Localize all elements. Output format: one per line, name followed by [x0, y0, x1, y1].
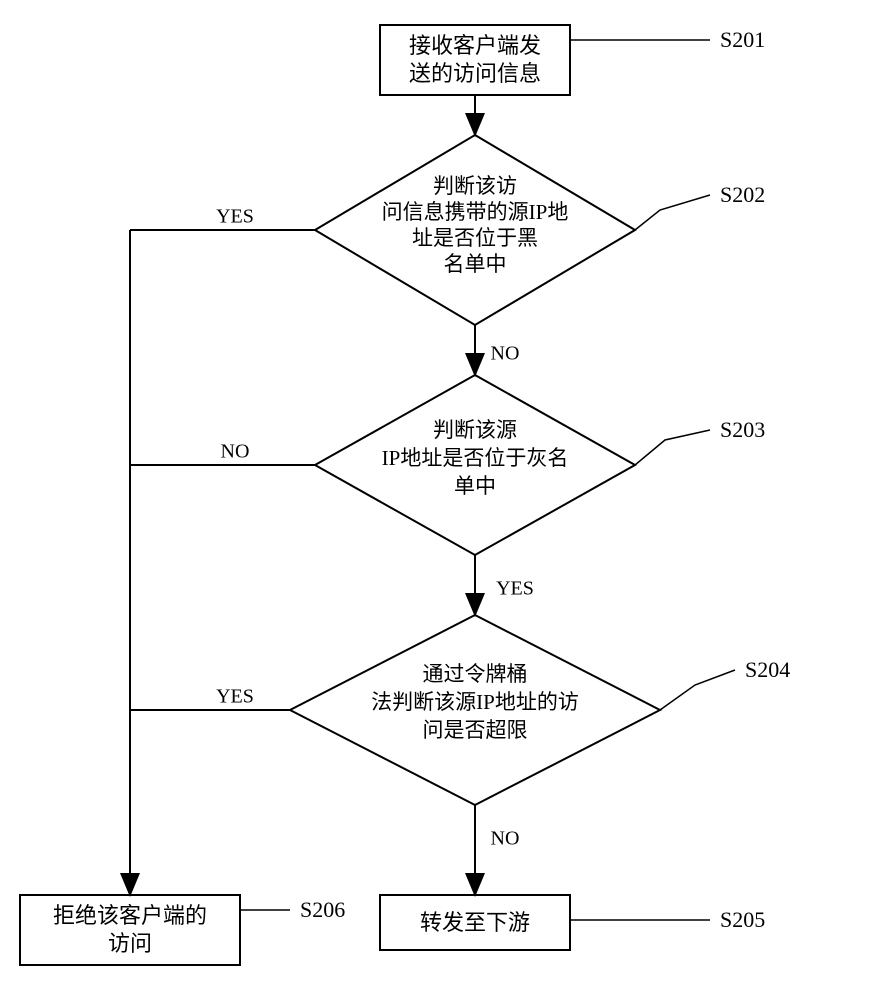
- node-s202: 判断该访 问信息携带的源IP地 址是否位于黑 名单中: [315, 135, 635, 325]
- node-s201-line1: 接收客户端发: [409, 33, 541, 58]
- step-label-s206: S206: [300, 897, 345, 922]
- edge-s204-yes-label: YES: [216, 686, 254, 708]
- step-label-s205: S205: [720, 907, 765, 932]
- node-s204-line1: 通过令牌桶: [423, 662, 528, 686]
- edge-s203-no-label: NO: [221, 441, 250, 463]
- node-s205-line1: 转发至下游: [420, 910, 530, 935]
- node-s206-line1: 拒绝该客户端的: [53, 903, 207, 928]
- flowchart-canvas: 接收客户端发 送的访问信息 S201 判断该访 问信息携带的源IP地 址是否位于…: [0, 0, 883, 1000]
- step-label-s204: S204: [745, 657, 790, 682]
- step-label-s203: S203: [720, 417, 765, 442]
- node-s202-line1: 判断该访: [433, 174, 517, 198]
- step-label-s201: S201: [720, 27, 765, 52]
- node-s203: 判断该源 IP地址是否位于灰名 单中: [315, 375, 635, 555]
- node-s204-line3: 问是否超限: [423, 718, 528, 742]
- leader-s202: [635, 195, 710, 230]
- node-s203-line2: IP地址是否位于灰名: [382, 446, 569, 470]
- node-s206: 拒绝该客户端的 访问: [20, 895, 240, 965]
- node-s202-line2: 问信息携带的源IP地: [382, 200, 569, 224]
- edge-s204-no-label: NO: [491, 828, 520, 850]
- node-s203-line1: 判断该源: [433, 418, 517, 442]
- node-s201: 接收客户端发 送的访问信息: [380, 25, 570, 95]
- edge-s202-yes-label: YES: [216, 206, 254, 228]
- edge-s203-yes-label: YES: [496, 578, 534, 600]
- edge-s202-no-label: NO: [491, 343, 520, 365]
- node-s201-line2: 送的访问信息: [409, 61, 541, 86]
- node-s203-line3: 单中: [454, 474, 496, 498]
- node-s202-line4: 名单中: [444, 252, 507, 276]
- node-s202-line3: 址是否位于黑: [412, 226, 538, 250]
- node-s204-line2: 法判断该源IP地址的访: [371, 690, 579, 714]
- leader-s203: [635, 430, 710, 465]
- node-s204: 通过令牌桶 法判断该源IP地址的访 问是否超限: [290, 615, 660, 805]
- node-s205: 转发至下游: [380, 895, 570, 950]
- leader-s204: [660, 670, 735, 710]
- step-label-s202: S202: [720, 182, 765, 207]
- node-s206-line2: 访问: [108, 931, 152, 956]
